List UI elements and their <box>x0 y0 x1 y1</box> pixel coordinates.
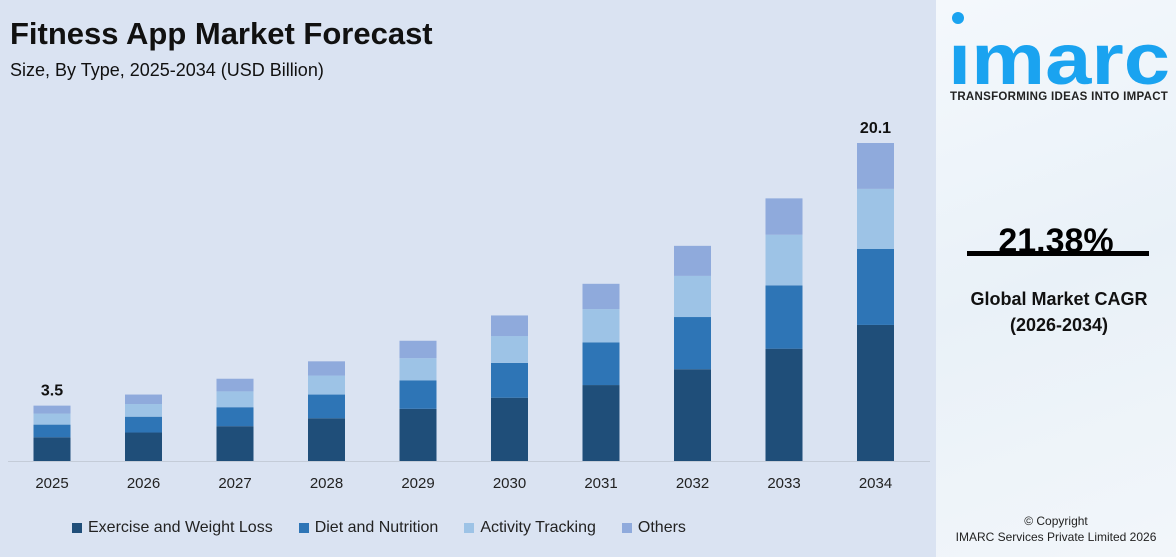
bar-segment-2029-0 <box>399 408 437 461</box>
bar-segment-2026-2 <box>125 404 162 417</box>
copyright-company: IMARC Services Private Limited 2026 <box>955 530 1157 544</box>
bar-segment-2029-2 <box>399 358 437 381</box>
legend: Exercise and Weight Loss Diet and Nutriti… <box>72 519 712 537</box>
legend-swatch <box>72 523 82 533</box>
copyright: © Copyright IMARC Services Private Limit… <box>936 513 1176 545</box>
data-label: 3.5 <box>41 383 63 400</box>
bar-segment-2029-1 <box>399 380 437 409</box>
legend-swatch <box>298 523 309 533</box>
svg-text:ımarc: ımarc <box>948 20 1170 90</box>
bar-segment-2027-0 <box>216 426 254 461</box>
legend-swatch <box>621 523 632 533</box>
bar-segment-2029-3 <box>399 340 437 359</box>
bar-segment-2034-2 <box>857 188 894 249</box>
data-label: 20.1 <box>860 120 891 137</box>
bar-segment-2030-1 <box>491 362 528 398</box>
x-tick-label: 2033 <box>767 475 800 492</box>
bar-segment-2028-3 <box>308 361 345 376</box>
bar-segment-2027-3 <box>216 378 254 392</box>
bar-segment-2025-0 <box>33 437 71 461</box>
bar-segment-2033-1 <box>765 285 803 349</box>
x-tick-label: 2031 <box>584 475 617 492</box>
cagr-label: Global Market CAGR (2026-2034) <box>936 286 1176 338</box>
x-tick-label: 2030 <box>493 475 526 492</box>
bar-segment-2033-0 <box>765 348 803 461</box>
bar-segment-2032-2 <box>674 275 711 318</box>
bar-segment-2027-1 <box>216 407 254 427</box>
x-tick-label: 2032 <box>676 475 709 492</box>
legend-label: Activity Tracking <box>480 519 596 536</box>
bar-segment-2034-0 <box>857 324 894 461</box>
chart-subtitle: Size, By Type, 2025-2034 (USD Billion) <box>10 60 324 80</box>
x-tick-label: 2028 <box>310 475 343 492</box>
brand-panel: ımarc TRANSFORMING IDEAS INTO IMPACT 21.… <box>936 0 1176 557</box>
bar-segment-2025-1 <box>33 424 71 438</box>
bar-segment-2031-3 <box>582 283 620 310</box>
bar-segment-2032-3 <box>674 245 711 276</box>
legend-item: Others <box>621 519 686 537</box>
legend-item: Diet and Nutrition <box>298 519 439 537</box>
bar-segment-2030-3 <box>491 315 528 337</box>
bar-segment-2034-3 <box>857 143 894 189</box>
cagr-period: (2026-2034) <box>1009 315 1109 335</box>
chart-panel: Fitness App Market Forecast Size, By Typ… <box>8 16 930 537</box>
bar-segment-2031-0 <box>582 385 620 461</box>
bar-segment-2031-2 <box>582 309 620 343</box>
bar-segment-2030-0 <box>491 397 528 461</box>
cagr-label-text: Global Market CAGR <box>970 289 1148 309</box>
bar-segment-2026-3 <box>125 394 162 405</box>
brand-tagline: TRANSFORMING IDEAS INTO IMPACT <box>950 91 1169 103</box>
legend-item: Activity Tracking <box>464 519 596 537</box>
chart-title: Fitness App Market Forecast <box>10 16 433 51</box>
bar-segment-2031-1 <box>582 342 620 386</box>
legend-label: Others <box>637 519 686 536</box>
bar-segment-2026-1 <box>125 416 162 433</box>
imarc-logo: ımarc <box>948 12 1170 90</box>
bar-segment-2033-3 <box>765 198 803 235</box>
bar-segment-2028-0 <box>308 418 345 461</box>
bar-segment-2034-1 <box>857 249 894 325</box>
bar-segment-2032-0 <box>674 369 711 461</box>
legend-label: Diet and Nutrition <box>314 519 439 536</box>
divider <box>967 251 1149 256</box>
bar-segment-2032-1 <box>674 317 711 370</box>
bar-segment-2025-3 <box>33 405 71 414</box>
stacked-bar-chart: 2025 3.5 2026 2027 2028 2029 2030 2031 2032 2033 2… <box>8 120 930 492</box>
bar-segment-2028-2 <box>308 375 345 395</box>
x-tick-label: 2027 <box>218 475 251 492</box>
x-tick-label: 2025 <box>35 475 68 492</box>
bar-segment-2026-0 <box>125 432 162 461</box>
legend-label: Exercise and Weight Loss <box>88 519 273 536</box>
legend-item: Exercise and Weight Loss <box>72 519 273 537</box>
x-tick-label: 2026 <box>127 475 160 492</box>
bar-segment-2030-2 <box>491 336 528 363</box>
x-tick-label: 2034 <box>859 475 892 492</box>
x-tick-label: 2029 <box>401 475 434 492</box>
copyright-symbol: © Copyright <box>1024 514 1088 528</box>
bar-segment-2025-2 <box>33 413 71 425</box>
bar-segment-2027-2 <box>216 391 254 408</box>
legend-swatch <box>464 523 475 533</box>
bar-segment-2033-2 <box>765 234 803 286</box>
bar-segment-2028-1 <box>308 394 345 419</box>
